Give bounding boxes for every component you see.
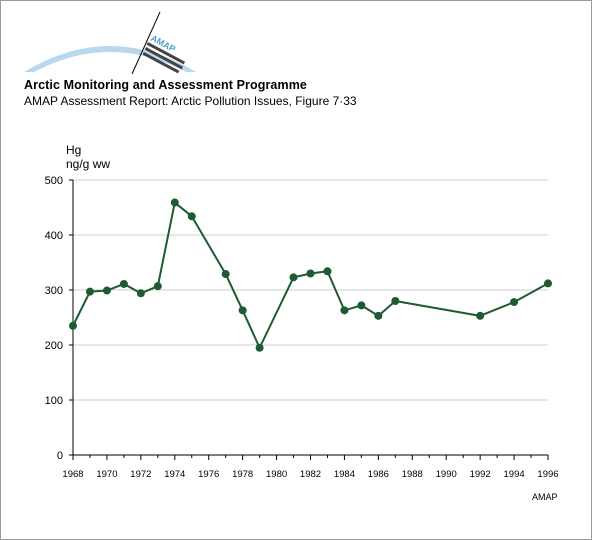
data-point (238, 306, 247, 315)
x-tick-label: 1992 (470, 469, 491, 480)
x-tick-label: 1990 (436, 469, 457, 480)
logo-fine-print (146, 42, 186, 65)
gridlines (73, 179, 548, 401)
data-point (153, 282, 162, 291)
data-point (187, 212, 196, 221)
y-tick-label: 200 (45, 340, 63, 352)
report-reference: AMAP Assessment Report: Arctic Pollution… (24, 94, 357, 108)
axes (69, 179, 549, 460)
data-point (255, 343, 264, 352)
data-point (476, 311, 485, 320)
y-tick-label: 400 (45, 230, 63, 242)
x-tick-label: 1982 (300, 469, 321, 480)
data-point (323, 267, 332, 276)
data-point (170, 198, 179, 207)
data-point (340, 306, 349, 315)
data-point (289, 273, 298, 282)
data-point (510, 298, 519, 307)
y-tick-label: 0 (57, 450, 63, 462)
logo-fine-print (144, 46, 184, 70)
y-axis-title-line1: Hg (66, 143, 82, 157)
x-tick-label: 1988 (402, 469, 423, 480)
data-point (119, 279, 128, 288)
x-tick-label: 1994 (504, 469, 525, 480)
data-point (357, 301, 366, 310)
organization-name: Arctic Monitoring and Assessment Program… (24, 78, 307, 92)
x-tick-label: 1968 (62, 469, 83, 480)
amap-logo: AMAP (24, 11, 196, 74)
y-tick-label: 100 (45, 395, 63, 407)
y-tick-label: 500 (45, 175, 63, 187)
x-tick-label: 1984 (334, 469, 355, 480)
data-point (391, 297, 400, 305)
x-tick-label: 1970 (96, 469, 117, 480)
data-point (221, 270, 230, 279)
footer-credit: AMAP (532, 492, 558, 502)
x-tick-label: 1986 (368, 469, 389, 480)
data-point (69, 321, 77, 330)
data-point (374, 311, 383, 320)
y-axis-title-line2: ng/g ww (66, 157, 111, 171)
tick-labels: 0 100 200 300 400 500 1968 1970 1972 1974 1976 1978… (45, 175, 559, 480)
data-point (102, 286, 111, 295)
logo-fine-print (142, 52, 180, 74)
x-tick-label: 1974 (164, 469, 185, 480)
x-tick-label: 1978 (232, 469, 253, 480)
x-tick-label: 1996 (537, 469, 558, 480)
x-tick-label: 1972 (130, 469, 151, 480)
x-tick-label: 1976 (198, 469, 219, 480)
x-tick-label: 1980 (266, 469, 287, 480)
y-tick-label: 300 (45, 285, 63, 297)
data-point (136, 289, 145, 298)
logo-slash (131, 11, 161, 74)
series (69, 198, 552, 352)
data-point (85, 287, 94, 296)
data-point (306, 269, 315, 278)
data-point (544, 279, 552, 288)
